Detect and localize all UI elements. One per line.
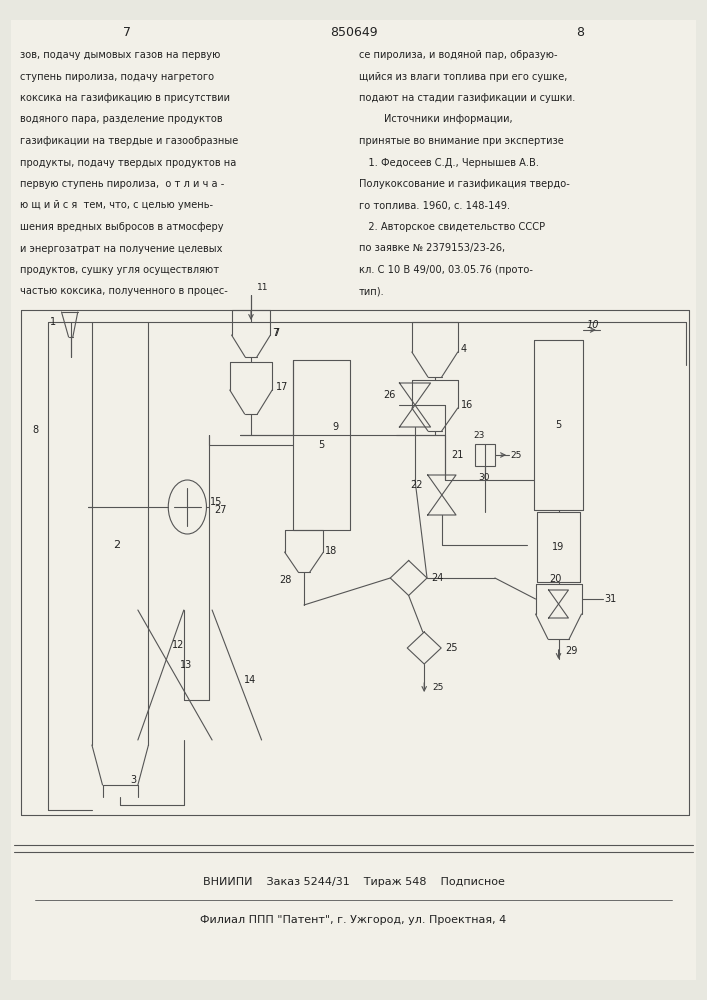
- Text: Источники информации,: Источники информации,: [359, 114, 513, 124]
- Text: 20: 20: [549, 574, 561, 584]
- Text: 14: 14: [244, 675, 256, 685]
- Text: 21: 21: [451, 450, 464, 460]
- Text: по заявке № 2379153/23-26,: по заявке № 2379153/23-26,: [359, 243, 506, 253]
- Text: 2: 2: [113, 540, 120, 550]
- Text: 24: 24: [431, 573, 444, 583]
- Text: се пиролиза, и водяной пар, образую-: се пиролиза, и водяной пар, образую-: [359, 50, 558, 60]
- Text: го топлива. 1960, с. 148-149.: го топлива. 1960, с. 148-149.: [359, 200, 510, 211]
- Text: 31: 31: [604, 594, 617, 604]
- Text: 15: 15: [210, 497, 223, 507]
- Text: Филиал ППП "Патент", г. Ужгород, ул. Проектная, 4: Филиал ППП "Патент", г. Ужгород, ул. Про…: [200, 915, 507, 925]
- Text: 4: 4: [461, 344, 467, 354]
- Text: подают на стадии газификации и сушки.: подают на стадии газификации и сушки.: [359, 93, 575, 103]
- Text: 13: 13: [180, 660, 192, 670]
- Text: 8: 8: [575, 25, 584, 38]
- Text: 3: 3: [131, 775, 137, 785]
- Text: ю щ и й с я  тем, что, с целью умень-: ю щ и й с я тем, что, с целью умень-: [20, 200, 213, 211]
- Text: 29: 29: [566, 646, 578, 656]
- Text: 12: 12: [172, 640, 185, 650]
- Text: 26: 26: [383, 390, 396, 400]
- Text: частью коксика, полученного в процес-: частью коксика, полученного в процес-: [20, 286, 228, 296]
- Text: водяного пара, разделение продуктов: водяного пара, разделение продуктов: [20, 114, 223, 124]
- Text: зов, подачу дымовых газов на первую: зов, подачу дымовых газов на первую: [20, 50, 220, 60]
- Text: 2. Авторское свидетельство СССР: 2. Авторское свидетельство СССР: [359, 222, 545, 232]
- Bar: [475, 444, 495, 466]
- Text: 5: 5: [319, 440, 325, 450]
- Text: 22: 22: [410, 480, 423, 490]
- Text: продукты, подачу твердых продуктов на: продукты, подачу твердых продуктов на: [20, 157, 236, 167]
- Text: продуктов, сушку угля осуществляют: продуктов, сушку угля осуществляют: [20, 265, 219, 275]
- Text: 7: 7: [123, 25, 132, 38]
- Text: 5: 5: [556, 420, 561, 430]
- Text: шения вредных выбросов в атмосферу: шения вредных выбросов в атмосферу: [20, 222, 223, 232]
- Text: 27: 27: [214, 505, 227, 515]
- Text: тип).: тип).: [359, 286, 385, 296]
- Text: 25: 25: [510, 450, 522, 460]
- Text: 1: 1: [49, 317, 56, 327]
- Text: 23: 23: [474, 432, 485, 440]
- Text: щийся из влаги топлива при его сушке,: щийся из влаги топлива при его сушке,: [359, 72, 568, 82]
- Text: 11: 11: [257, 284, 268, 292]
- Text: ВНИИПИ    Заказ 5244/31    Тираж 548    Подписное: ВНИИПИ Заказ 5244/31 Тираж 548 Подписное: [203, 877, 504, 887]
- Text: и энергозатрат на получение целевых: и энергозатрат на получение целевых: [20, 243, 222, 253]
- Text: газификации на твердые и газообразные: газификации на твердые и газообразные: [20, 136, 238, 146]
- Text: принятые во внимание при экспертизе: принятые во внимание при экспертизе: [359, 136, 564, 146]
- Text: 7: 7: [272, 328, 279, 338]
- Text: 8: 8: [33, 425, 38, 435]
- Text: кл. С 10 В 49/00, 03.05.76 (прото-: кл. С 10 В 49/00, 03.05.76 (прото-: [359, 265, 533, 275]
- FancyBboxPatch shape: [11, 20, 696, 980]
- Text: 10: 10: [586, 320, 599, 330]
- Text: 7: 7: [274, 328, 280, 338]
- Text: 30: 30: [479, 474, 490, 483]
- Text: 18: 18: [325, 546, 337, 556]
- Text: коксика на газификацию в присутствии: коксика на газификацию в присутствии: [20, 93, 230, 103]
- Text: 850649: 850649: [329, 25, 378, 38]
- Text: первую ступень пиролиза,  о т л и ч а -: первую ступень пиролиза, о т л и ч а -: [20, 179, 224, 189]
- Text: 17: 17: [276, 382, 288, 392]
- Text: 25: 25: [433, 684, 444, 692]
- Text: 16: 16: [461, 400, 473, 410]
- Text: ступень пиролиза, подачу нагретого: ступень пиролиза, подачу нагретого: [20, 72, 214, 82]
- Text: Полукоксование и газификация твердо-: Полукоксование и газификация твердо-: [359, 179, 570, 189]
- Text: 28: 28: [279, 575, 292, 585]
- Text: 19: 19: [552, 542, 565, 552]
- Text: 1. Федосеев С.Д., Чернышев А.В.: 1. Федосеев С.Д., Чернышев А.В.: [359, 157, 539, 168]
- Text: 25: 25: [445, 643, 458, 653]
- Text: 9: 9: [333, 422, 339, 432]
